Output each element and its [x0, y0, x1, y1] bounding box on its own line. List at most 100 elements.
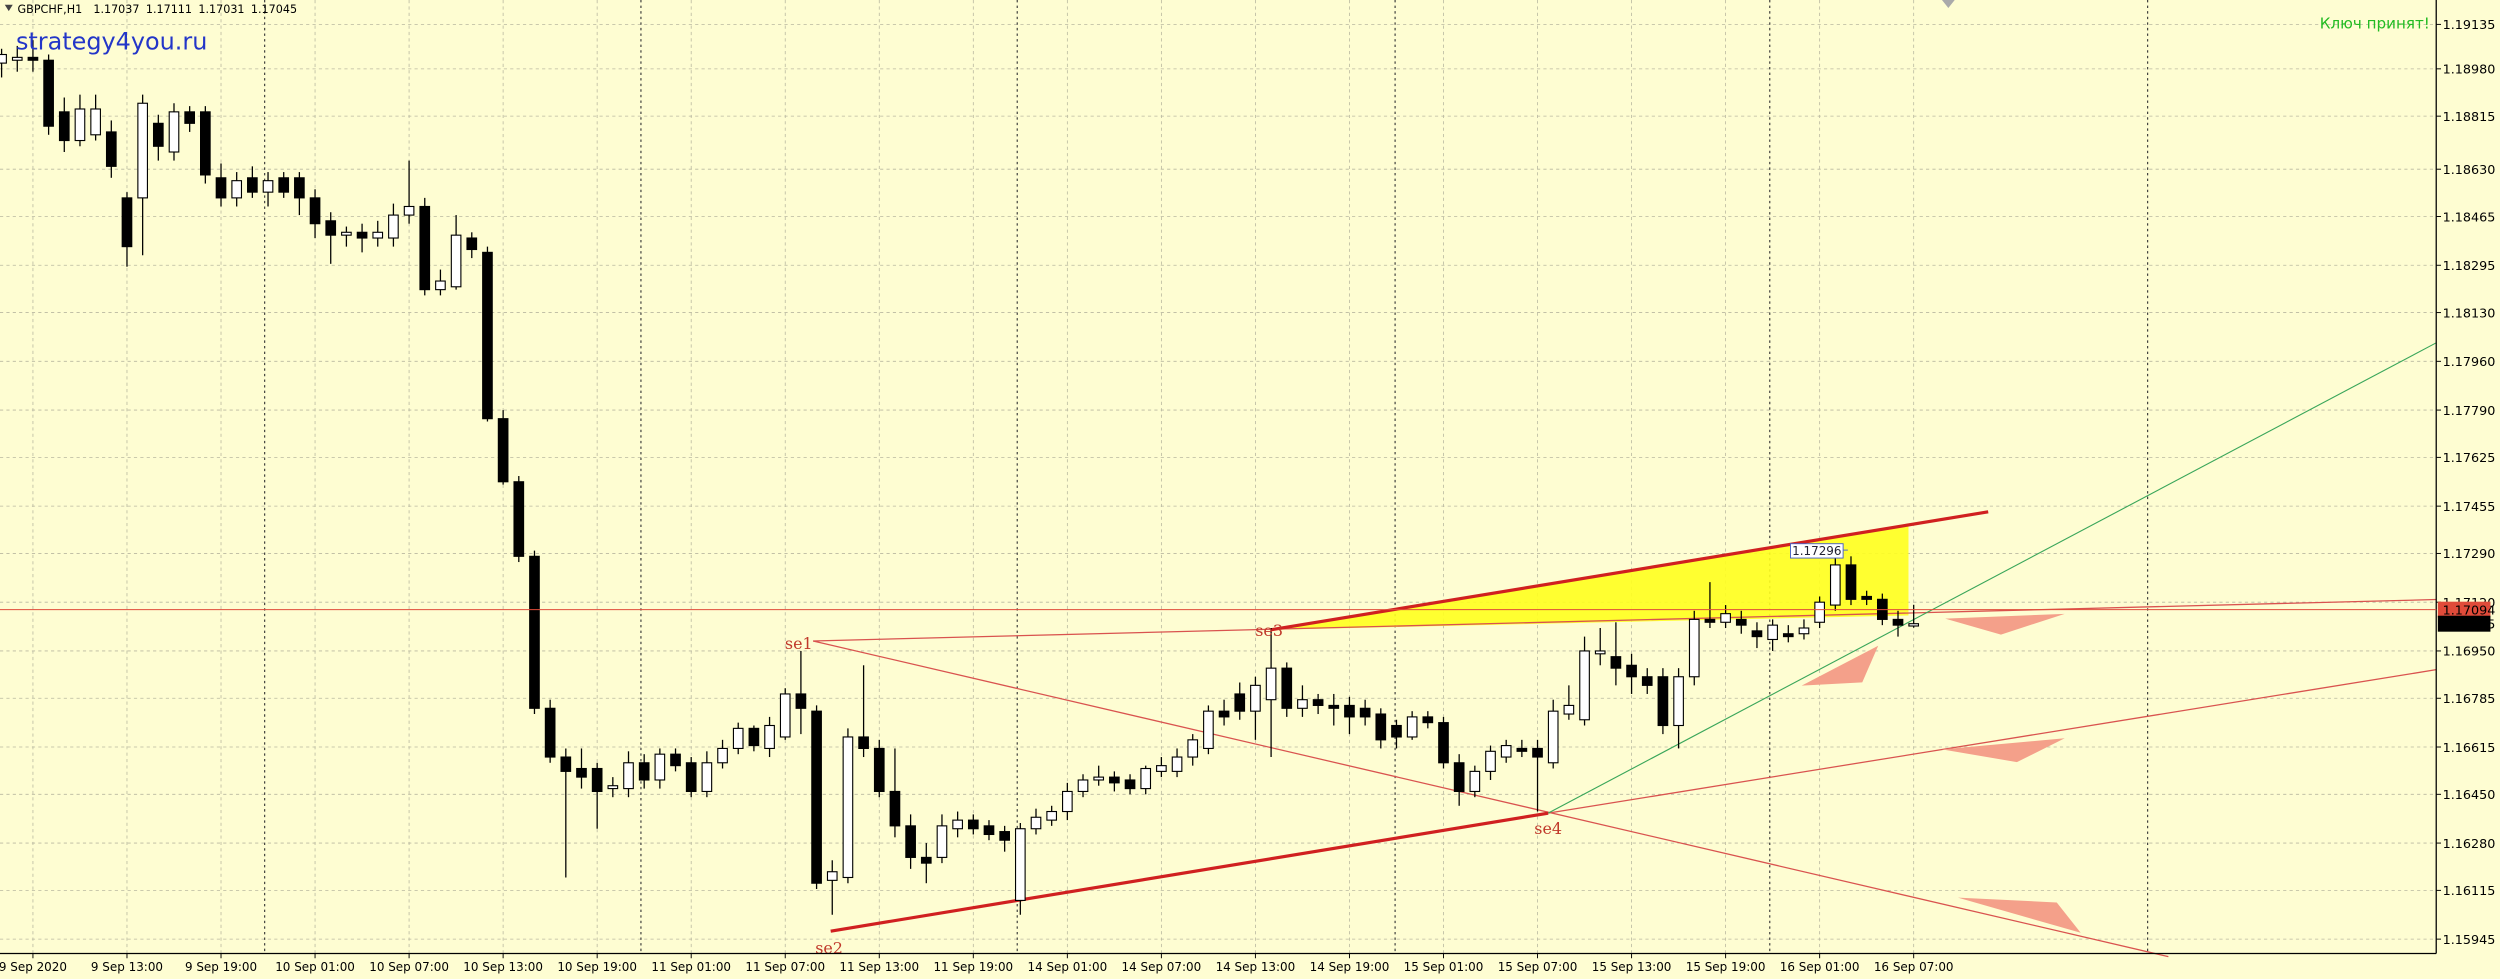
candle-body [1798, 627, 1810, 635]
x-tick-label: 14 Sep 13:00 [1216, 960, 1296, 974]
candle-body [842, 736, 854, 879]
candle-body [638, 762, 650, 781]
candle-body [1344, 704, 1355, 718]
candle-body [1688, 618, 1700, 678]
y-tick-label: 1.18980 [2443, 63, 2496, 78]
candle-body [1422, 716, 1434, 724]
header-field: 1.17111 [146, 3, 192, 16]
candle-body [247, 177, 258, 193]
candle-body [1845, 564, 1857, 600]
candle-body [1751, 630, 1763, 638]
y-tick-label: 1.18295 [2443, 259, 2496, 274]
candle-body [1626, 664, 1637, 678]
header-field: 1.17045 [251, 3, 297, 16]
x-tick-label: 15 Sep 13:00 [1592, 960, 1672, 974]
candle-body [1375, 713, 1387, 741]
candle-body [1704, 618, 1716, 623]
candle-body [43, 59, 54, 127]
candle-body [1563, 704, 1575, 715]
candle-body [231, 180, 243, 199]
candle-body [999, 831, 1010, 841]
candle-body [560, 756, 572, 772]
candle-body [200, 111, 211, 176]
candle-body [1579, 650, 1590, 721]
candle-body [419, 205, 431, 291]
candle-body [168, 111, 180, 153]
y-tick-label: 1.18630 [2443, 163, 2496, 178]
candle-body [576, 767, 587, 778]
candle-body [873, 747, 885, 793]
candle-body [1735, 618, 1747, 626]
candle-body [1657, 676, 1669, 727]
header: GBPCHF,H1 1.17037 1.17111 1.17031 1.17045 [18, 3, 298, 16]
candle-body [1610, 656, 1622, 669]
trend-line [830, 811, 1549, 933]
candle-body [278, 177, 290, 193]
candle-body [1720, 613, 1731, 623]
price-box [1790, 543, 1844, 559]
candle-body [1062, 790, 1073, 813]
candle-body [105, 131, 117, 167]
trend-line [1270, 510, 1989, 632]
candle-body [11, 56, 23, 61]
candle-body [27, 56, 39, 61]
y-tick-label: 1.18815 [2443, 110, 2496, 125]
candle-body [1782, 633, 1794, 638]
candle-body [1077, 779, 1089, 793]
y-tick-label: 1.16280 [2443, 837, 2496, 852]
x-tick-label: 11 Sep 13:00 [839, 960, 919, 974]
candle-body [450, 234, 462, 288]
point-label: se2 [815, 938, 843, 957]
candle-body [466, 237, 478, 251]
arrow [1941, 738, 2065, 763]
candle-body [607, 785, 619, 790]
candle-body [1281, 667, 1293, 709]
candle-body [1187, 739, 1199, 758]
candle-body [184, 111, 196, 124]
y-tick-label: 1.16450 [2443, 788, 2496, 803]
status-text: Ключ принят! [2320, 15, 2430, 33]
point-label: se1 [785, 634, 813, 653]
trend-line [812, 640, 2169, 958]
grid [0, 0, 2437, 954]
x-tick-label: 11 Sep 01:00 [651, 960, 731, 974]
candle-body [685, 762, 697, 793]
candle-body [1391, 724, 1402, 738]
candle-body [1140, 767, 1152, 790]
x-tick-label: 9 Sep 13:00 [91, 960, 163, 974]
candle-body [717, 747, 728, 764]
candle-body [1328, 704, 1340, 709]
candle-body [497, 418, 509, 483]
candle-body [748, 727, 760, 747]
candle-body [435, 280, 446, 291]
marker [1941, 0, 1955, 8]
candle-body [403, 205, 415, 216]
header-field: 1.17037 [93, 3, 139, 16]
x-tick-label: 10 Sep 01:00 [275, 960, 355, 974]
candle-body [356, 231, 368, 239]
x-tick-label: 9 Sep 2020 [0, 960, 67, 974]
trend-line [813, 598, 2437, 642]
header-field: GBPCHF,H1 [18, 3, 83, 16]
candle-body [623, 762, 634, 790]
candle-body [137, 102, 148, 199]
drawings [812, 0, 2437, 958]
candle-body [1203, 710, 1214, 749]
header: GBPCHF,H1 1.17037 1.17111 1.17031 1.17045 [4, 3, 298, 16]
candle-body [1547, 710, 1559, 764]
header-icon [4, 4, 13, 12]
trend-line [1548, 669, 2437, 814]
candle-body [1516, 747, 1528, 752]
candle-body [1908, 623, 1920, 627]
candle-body [1250, 684, 1261, 712]
candle-body [1829, 564, 1841, 606]
candle-body [701, 762, 713, 793]
point-label: se3 [1255, 621, 1283, 640]
x-tick-label: 10 Sep 19:00 [557, 960, 637, 974]
candle-body [811, 710, 822, 884]
candle-body [1892, 618, 1904, 626]
candle-body [889, 790, 901, 827]
candle-body [372, 231, 384, 239]
